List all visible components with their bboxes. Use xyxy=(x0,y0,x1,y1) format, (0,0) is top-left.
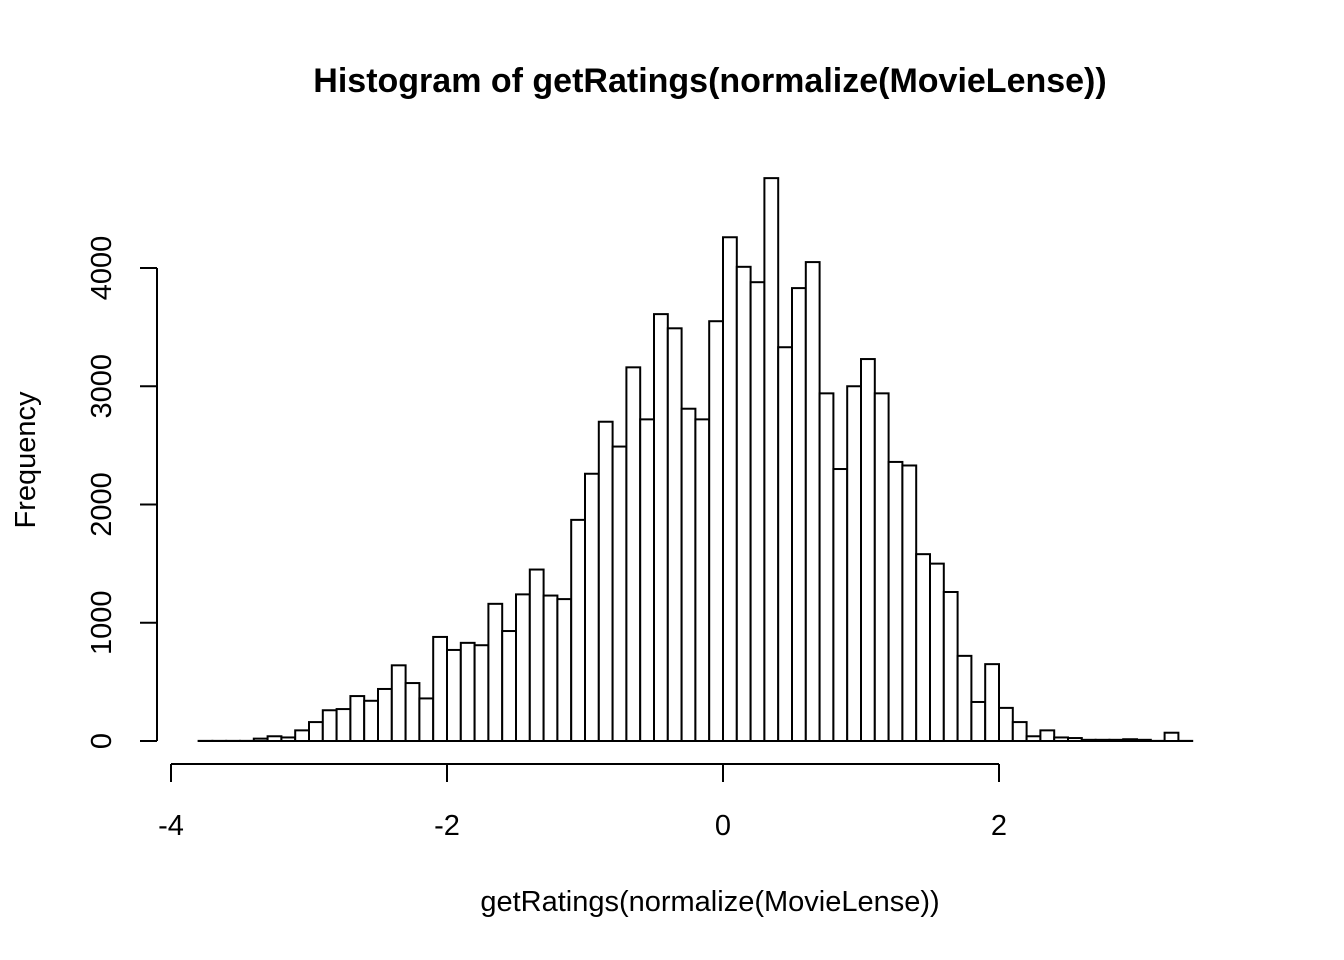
y-axis-label: Frequency xyxy=(10,391,42,529)
histogram-bar xyxy=(446,648,462,743)
x-axis: -4 -2 0 2 xyxy=(158,763,1007,842)
histogram-bar xyxy=(984,663,1001,743)
histogram-bar xyxy=(708,320,725,742)
histogram-bar xyxy=(625,366,642,742)
histogram-bar xyxy=(308,721,324,743)
histogram-bar xyxy=(321,709,338,742)
histogram-bar xyxy=(501,630,518,743)
histogram-bar xyxy=(832,468,849,742)
x-tick-label: 2 xyxy=(991,810,1007,842)
histogram-bar xyxy=(956,654,973,742)
histogram-bar xyxy=(1011,721,1028,743)
histogram-bar xyxy=(335,708,352,743)
histogram-bar xyxy=(998,706,1014,743)
x-tick-label: -4 xyxy=(158,810,184,842)
histogram-bar xyxy=(294,729,311,742)
histogram-bar xyxy=(846,385,863,742)
x-tick-label: -2 xyxy=(434,810,460,842)
histogram-bar xyxy=(666,327,683,742)
y-tick-label: 1000 xyxy=(86,590,118,655)
histogram-bar xyxy=(459,641,476,742)
x-tick-label: 0 xyxy=(715,810,731,842)
histogram-bar xyxy=(349,695,366,743)
y-tick-label: 0 xyxy=(86,733,118,749)
histogram-bar xyxy=(777,346,794,742)
histogram-bar xyxy=(804,261,821,742)
histogram-bar xyxy=(818,392,835,742)
bars-group xyxy=(197,177,1194,743)
y-axis: 0 1000 2000 3000 4000 xyxy=(86,236,158,749)
histogram-bar xyxy=(680,407,697,742)
histogram-bar xyxy=(1163,731,1180,742)
histogram-bar xyxy=(653,313,669,742)
y-tick-label: 2000 xyxy=(86,472,118,537)
chart-title: Histogram of getRatings(normalize(MovieL… xyxy=(313,62,1106,100)
histogram-bar xyxy=(542,594,559,742)
histogram-bar xyxy=(860,358,876,742)
histogram-bar xyxy=(404,682,421,742)
histogram-bar xyxy=(556,598,573,742)
histogram-bar xyxy=(597,420,614,742)
histogram-bar xyxy=(763,177,780,742)
y-tick-label: 4000 xyxy=(86,236,118,301)
histogram-bar xyxy=(929,562,945,743)
histogram-bar xyxy=(418,697,435,742)
y-tick-label: 3000 xyxy=(86,354,118,419)
x-axis-label: getRatings(normalize(MovieLense)) xyxy=(480,886,939,918)
histogram-bar xyxy=(694,418,711,742)
histogram-bar xyxy=(528,568,545,742)
histogram-bar xyxy=(377,687,393,742)
histogram-bar xyxy=(791,287,807,742)
histogram-bar xyxy=(901,464,918,742)
histogram-bar xyxy=(749,281,766,742)
histogram-bar xyxy=(487,602,504,743)
histogram-bar xyxy=(570,518,587,742)
histogram-bar xyxy=(363,699,380,742)
histogram-bar xyxy=(887,460,904,742)
histogram-bar xyxy=(390,664,407,743)
histogram-bar xyxy=(942,591,959,742)
histogram-bar xyxy=(735,265,752,742)
histogram-bar xyxy=(722,236,738,742)
histogram-bar xyxy=(515,593,531,742)
histogram-bar xyxy=(1039,729,1056,742)
histogram-bar xyxy=(611,445,628,742)
histogram-bar xyxy=(873,392,890,742)
histogram-bar xyxy=(584,472,600,742)
histogram-bar xyxy=(639,418,656,742)
histogram-bar xyxy=(970,700,987,742)
histogram-bar xyxy=(473,644,490,742)
histogram-bar xyxy=(915,553,932,742)
histogram-bar xyxy=(432,635,449,742)
